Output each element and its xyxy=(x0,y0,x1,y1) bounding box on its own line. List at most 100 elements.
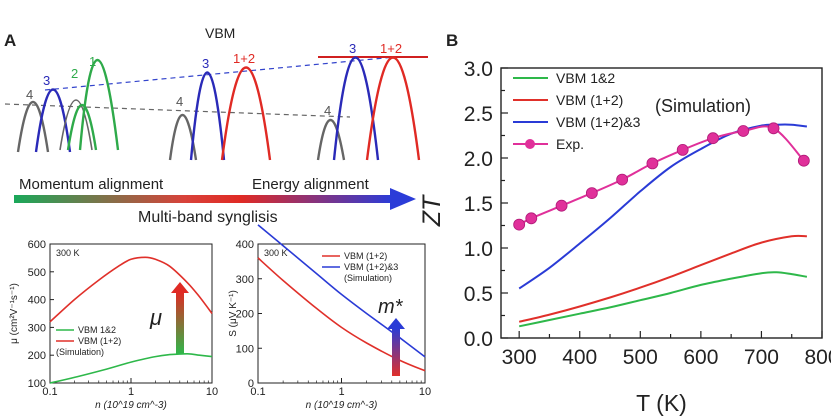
x-tick-label: 300 xyxy=(502,346,537,369)
legend-marker xyxy=(525,139,535,149)
exp-data-point xyxy=(767,122,780,135)
y-tick-label: 1.5 xyxy=(464,193,493,216)
x-tick-label: 0.1 xyxy=(42,386,57,398)
exp-data-point xyxy=(555,199,568,212)
band-4-group1 xyxy=(16,101,50,153)
band-label-3-g1: 3 xyxy=(43,73,50,88)
x-tick-label: 1 xyxy=(128,386,134,398)
exp-data-point xyxy=(525,212,538,225)
band-12-group2 xyxy=(220,66,272,161)
band-labels: 4 3 2 1 4 3 1+2 4 3 1+2 xyxy=(26,41,402,118)
y-tick-label: 3.0 xyxy=(464,58,493,81)
alignment-arrow xyxy=(14,188,416,210)
band-12-group3 xyxy=(365,56,421,161)
legend-entry: VBM (1+2) xyxy=(78,336,121,346)
series-line-vbm-1-2 xyxy=(49,352,213,384)
band-4-group3 xyxy=(316,119,346,161)
band-label-1-g1: 1 xyxy=(89,54,96,69)
band-diagram xyxy=(4,56,428,161)
x-tick-label: 600 xyxy=(683,346,718,369)
exp-data-point xyxy=(585,187,598,200)
legend-entry: VBM 1&2 xyxy=(556,70,615,86)
band-label-3-g3: 3 xyxy=(349,41,356,56)
x-axis-label: T (K) xyxy=(636,390,687,416)
exp-data-point xyxy=(707,132,719,145)
y-tick-label: 0 xyxy=(248,378,254,390)
vbm-title: VBM xyxy=(205,25,235,41)
y-tick-label: 2.0 xyxy=(464,148,493,171)
y-tick-label: 300 xyxy=(28,322,46,334)
multi-band-label: Multi-band synglisis xyxy=(138,209,278,226)
panel-a-label: A xyxy=(4,31,16,50)
y-tick-label: 200 xyxy=(28,350,46,362)
legend-entry: VBM 1&2 xyxy=(78,325,116,335)
band-label-4-g1: 4 xyxy=(26,87,33,102)
upper-dashed-line xyxy=(44,56,396,91)
temperature-label: 300 K xyxy=(56,248,80,258)
band-aux-group1 xyxy=(59,99,93,151)
y-axis-label: S (μV K⁻¹) xyxy=(228,290,239,337)
arrow-head-icon xyxy=(390,188,416,210)
trend-arrow-head-icon xyxy=(171,282,189,293)
gradient-bar xyxy=(14,195,392,203)
trend-arrow-label: μ xyxy=(149,305,162,330)
legend-entry: VBM (1+2)&3 xyxy=(556,114,641,130)
y-tick-label: 100 xyxy=(236,343,254,355)
x-tick-label: 500 xyxy=(623,346,658,369)
legend-entry: VBM (1+2)&3 xyxy=(344,262,398,272)
x-tick-label: 10 xyxy=(419,386,431,398)
simulation-annotation: (Simulation) xyxy=(655,96,751,116)
band-3-group3 xyxy=(332,56,380,161)
exp-data-point xyxy=(646,157,659,170)
energy-alignment-label: Energy alignment xyxy=(252,176,370,193)
panel-b-label: B xyxy=(446,31,458,50)
series-line-vbm-1-2- xyxy=(49,256,213,323)
temperature-label: 300 K xyxy=(264,248,288,258)
exp-data-point xyxy=(737,125,750,137)
legend-entry: (Simulation) xyxy=(344,273,392,283)
y-tick-label: 400 xyxy=(28,295,46,307)
y-tick-label: 400 xyxy=(236,239,254,251)
band-label-12-g3: 1+2 xyxy=(380,41,402,56)
x-axis-label: n (10^19 cm^-3) xyxy=(306,400,378,411)
x-tick-label: 10 xyxy=(206,386,218,398)
y-tick-label: 200 xyxy=(236,309,254,321)
legend-entry: VBM (1+2) xyxy=(344,251,387,261)
band-label-4-g2: 4 xyxy=(176,94,183,109)
legend-entry: (Simulation) xyxy=(56,347,104,357)
band-label-2-g1: 2 xyxy=(71,66,78,81)
x-axis-label: n (10^19 cm^-3) xyxy=(95,400,167,411)
y-axis-label: ZT xyxy=(418,194,446,227)
y-axis-label: μ (cm²V⁻¹s⁻¹) xyxy=(9,283,20,344)
y-tick-label: 100 xyxy=(28,378,46,390)
band-3-group1 xyxy=(34,88,72,153)
exp-data-point xyxy=(797,154,810,167)
x-tick-label: 1 xyxy=(338,386,344,398)
legend-entry: VBM (1+2) xyxy=(556,92,623,108)
y-tick-label: 0.5 xyxy=(464,283,493,306)
mobility-chart: 0.1 1 10 100 200 300 400 500 600 n (10^19 cm^-3) μ… xyxy=(9,239,218,411)
band-3-group2 xyxy=(189,71,226,161)
y-tick-label: 500 xyxy=(28,267,46,279)
exp-data-point xyxy=(676,143,689,156)
band-1-group1 xyxy=(78,58,120,151)
legend-entry: Exp. xyxy=(556,136,584,152)
trend-arrow-label: m* xyxy=(378,296,404,318)
trend-arrow-head-icon xyxy=(387,318,405,329)
y-tick-label: 0.0 xyxy=(464,328,493,351)
exp-data-point xyxy=(616,173,629,186)
trend-arrow-shaft xyxy=(392,328,400,376)
series-line-vbm-1-2- xyxy=(518,234,807,323)
series-line-vbm-1-2 xyxy=(519,271,808,328)
exp-data-point xyxy=(513,218,526,231)
zt-chart: B 300 400 500 600 700 800 0.0 0.5 1.0 1.5 2.0 2.5 3.0… xyxy=(418,31,831,416)
band-label-3-g2: 3 xyxy=(202,56,209,71)
band-2-group1 xyxy=(66,103,98,151)
y-tick-label: 300 xyxy=(236,274,254,286)
band-label-4-g3: 4 xyxy=(324,103,331,118)
band-label-12-g2: 1+2 xyxy=(233,51,255,66)
momentum-alignment-label: Momentum alignment xyxy=(19,176,164,193)
x-tick-label: 0.1 xyxy=(250,386,265,398)
